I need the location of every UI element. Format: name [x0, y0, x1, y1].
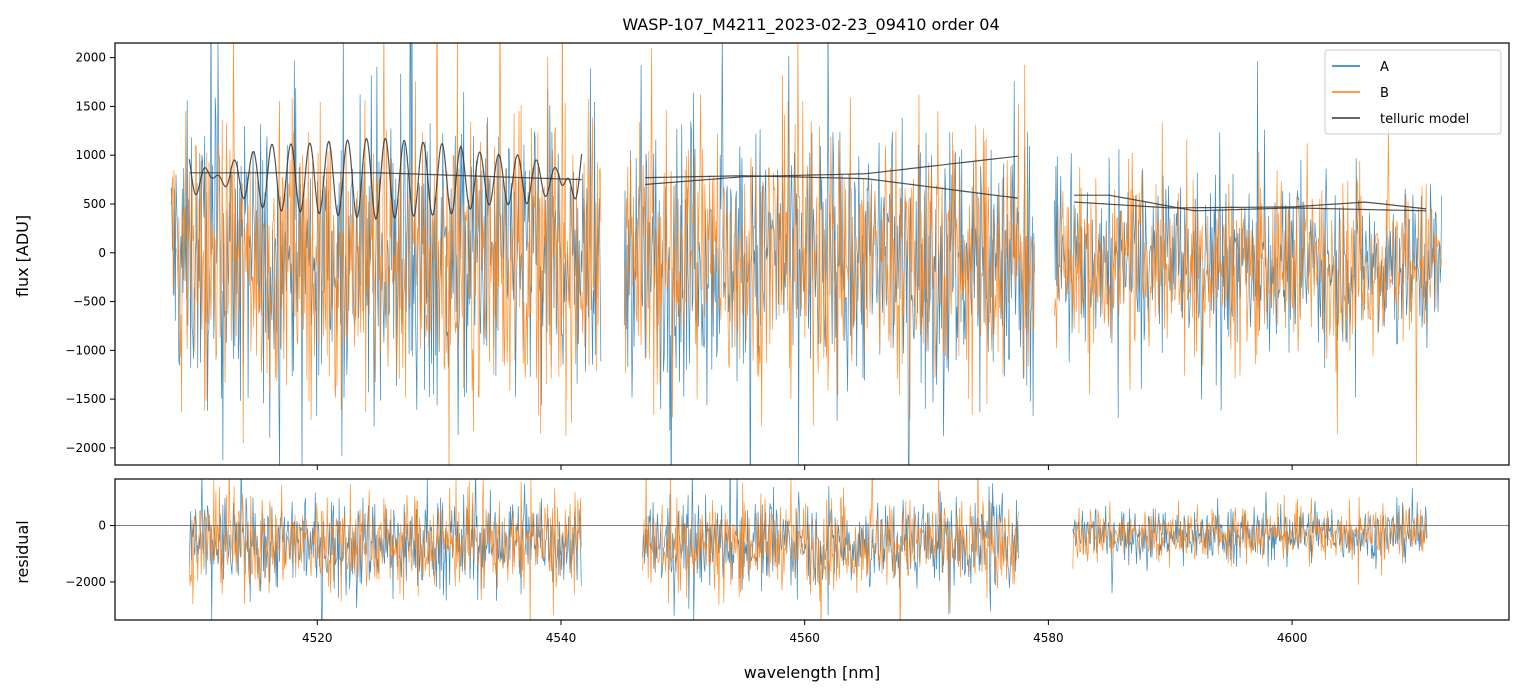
- telluric-model-curve-4: [645, 155, 1018, 186]
- bottom-x-tick-label: 4580: [1033, 631, 1064, 645]
- top-series-group: [170, 43, 1442, 465]
- top-y-axis: −2000 −1500 −1000 −500 0 500 1000 1500 2000: [65, 51, 115, 455]
- residual-series-b-segment-1: [188, 479, 582, 620]
- top-panel: −2000 −1500 −1000 −500 0 500 1000 1500 2000 flux…: [13, 42, 1510, 470]
- residual-series-b-segment-3: [1072, 494, 1428, 585]
- top-series-a-segment-3: [1054, 61, 1442, 418]
- top-plot-frame: [114, 42, 1510, 466]
- bottom-x-tick-label: 4540: [546, 631, 577, 645]
- legend: A B telluric model: [1324, 49, 1502, 135]
- telluric-model-curve-5: [1073, 201, 1427, 210]
- telluric-model-curve-1: [189, 172, 582, 181]
- residual-series-a-segment-3: [1072, 487, 1428, 594]
- top-series-b-segment-1: [170, 43, 602, 465]
- telluric-model-group: [188, 137, 1427, 220]
- top-series-b-segment-2: [623, 43, 1035, 426]
- x-axis-label: wavelength [nm]: [744, 663, 881, 682]
- top-y-tick-label: −1500: [65, 392, 106, 406]
- top-y-tick-label: 2000: [75, 51, 106, 65]
- bottom-y-axis: −2000 0: [65, 519, 115, 589]
- residual-series-b-segment-2: [642, 479, 1019, 620]
- bottom-x-tick-label: 4520: [302, 631, 333, 645]
- bottom-plot-frame: [114, 478, 1510, 621]
- bottom-y-tick-label: −2000: [65, 575, 106, 589]
- bottom-y-tick-label: 0: [98, 519, 106, 533]
- top-y-tick-label: 500: [83, 197, 106, 211]
- top-y-tick-label: −2000: [65, 441, 106, 455]
- telluric-model-curve-2: [188, 137, 583, 220]
- top-x-axis: [316, 465, 1293, 470]
- bottom-y-axis-label: residual: [13, 520, 32, 583]
- top-y-tick-label: 1000: [75, 148, 106, 162]
- top-series-b-segment-3: [1054, 122, 1442, 465]
- legend-box: [1324, 49, 1502, 135]
- telluric-model-curve-3: [645, 175, 1018, 199]
- telluric-model-curve-6: [1074, 194, 1427, 212]
- top-y-tick-label: 0: [98, 246, 106, 260]
- bottom-x-tick-label: 4560: [789, 631, 820, 645]
- legend-label-a: A: [1380, 60, 1389, 75]
- top-y-tick-label: −1000: [65, 343, 106, 357]
- bottom-panel: −2000 0 4520 4540 4560 4580 4600 residual wav…: [13, 478, 1510, 682]
- legend-label-telluric: telluric model: [1380, 112, 1469, 127]
- bottom-series-group: [188, 479, 1428, 620]
- chart-title: WASP-107_M4211_2023-02-23_09410 order 04: [622, 15, 999, 35]
- legend-label-b: B: [1380, 86, 1389, 101]
- top-y-tick-label: 1500: [75, 99, 106, 113]
- residual-series-a-segment-2: [642, 479, 1019, 620]
- top-y-axis-label: flux [ADU]: [13, 215, 32, 297]
- bottom-x-tick-label: 4600: [1277, 631, 1308, 645]
- bottom-x-axis: 4520 4540 4560 4580 4600: [302, 620, 1307, 645]
- top-y-tick-label: −500: [73, 295, 106, 309]
